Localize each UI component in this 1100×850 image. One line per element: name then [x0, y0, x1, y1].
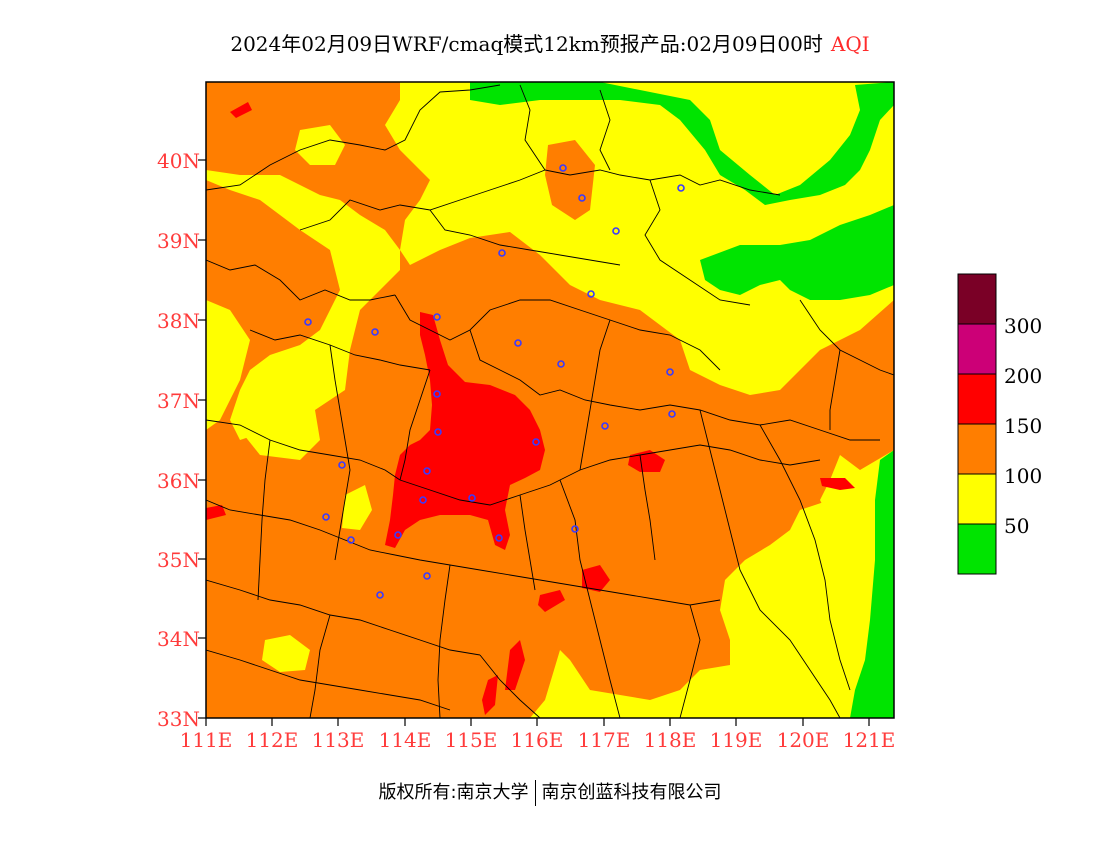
- city-marker: [468, 494, 476, 502]
- aqi-zone-50-100-southeast: [530, 450, 894, 718]
- lat-label-37n: 37N: [157, 389, 200, 413]
- aqi-legend-bar: [957, 273, 997, 575]
- legend-swatch-50-100: [957, 473, 997, 525]
- city-marker: [571, 525, 579, 533]
- city-marker: [423, 572, 431, 580]
- city-marker: [668, 410, 676, 418]
- aqi-zone-50-100-west-pocket: [240, 395, 320, 460]
- city-marker: [371, 328, 379, 336]
- legend-swatch-300plus: [957, 273, 997, 325]
- aqi-zone-50-100-south-pocket: [262, 635, 310, 672]
- aqi-zone-50-100-mid-pocket: [342, 485, 372, 530]
- lon-label-112e: 112E: [245, 728, 299, 752]
- city-marker: [419, 496, 427, 504]
- aqi-zone-0-50-northeast: [470, 82, 894, 205]
- map-variable-label: AQI: [830, 32, 870, 56]
- aqi-zone-150-200-patch-8: [230, 102, 252, 118]
- city-marker: [514, 339, 522, 347]
- city-marker: [433, 390, 441, 398]
- city-marker: [338, 461, 346, 469]
- lon-label-114e: 114E: [378, 728, 432, 752]
- aqi-zone-150-200-patch-3: [538, 590, 565, 612]
- map-title-text: 2024年02月09日WRF/cmaq模式12km预报产品:02月09日00时: [230, 32, 823, 56]
- city-marker: [532, 438, 540, 446]
- lon-label-111e: 111E: [179, 728, 233, 752]
- lon-label-117e: 117E: [577, 728, 631, 752]
- map-title: 2024年02月09日WRF/cmaq模式12km预报产品:02月09日00时 A…: [0, 28, 1100, 57]
- city-marker: [423, 467, 431, 475]
- lon-label-118e: 118E: [643, 728, 697, 752]
- aqi-zone-0-50-southeast: [850, 450, 894, 718]
- legend-swatch-200-300: [957, 323, 997, 375]
- aqi-zone-100-150-north-patch: [545, 140, 595, 220]
- lat-label-38n: 38N: [157, 309, 200, 333]
- aqi-zone-150-200-patch-6: [820, 478, 855, 490]
- city-marker: [495, 534, 503, 542]
- aqi-zone-50-100-north: [385, 82, 894, 395]
- legend-label-300: 300: [1004, 314, 1043, 338]
- city-marker: [322, 513, 330, 521]
- city-marker: [304, 318, 312, 326]
- city-marker: [376, 591, 384, 599]
- city-marker: [433, 313, 441, 321]
- city-marker: [578, 194, 586, 202]
- city-marker: [394, 531, 402, 539]
- city-markers: [304, 164, 685, 599]
- aqi-zone-50-100-west: [206, 170, 400, 440]
- city-marker: [677, 184, 685, 192]
- lat-label-39n: 39N: [157, 229, 200, 253]
- city-marker: [612, 227, 620, 235]
- aqi-zone-150-200-patch-2: [582, 565, 610, 592]
- copyright-left: 版权所有:南京大学: [378, 782, 529, 803]
- lat-label-34n: 34N: [157, 627, 200, 651]
- lon-label-120e: 120E: [776, 728, 830, 752]
- lat-label-36n: 36N: [157, 469, 200, 493]
- aqi-zone-150-200-patch-5: [482, 675, 498, 715]
- aqi-zone-150-200-patch-4: [505, 640, 525, 690]
- legend-swatch-100-150: [957, 423, 997, 475]
- city-marker: [557, 360, 565, 368]
- lat-label-33n: 33N: [157, 707, 200, 731]
- lon-label-113e: 113E: [311, 728, 365, 752]
- city-marker: [498, 249, 506, 257]
- aqi-zone-0-50-east: [700, 205, 894, 300]
- city-marker: [434, 428, 442, 436]
- aqi-zone-50-100-top-pocket: [295, 125, 345, 165]
- footer-separator: [534, 780, 536, 806]
- copyright-footer: 版权所有:南京大学 南京创蓝科技有限公司: [0, 778, 1100, 806]
- city-marker: [347, 536, 355, 544]
- lon-ticks: [205, 718, 870, 726]
- legend-swatch-150-200: [957, 373, 997, 425]
- lat-label-40n: 40N: [157, 149, 200, 173]
- aqi-zone-50-100-west-lower: [206, 300, 250, 430]
- aqi-zone-150-200-patch-7: [206, 505, 226, 520]
- legend-label-200: 200: [1004, 364, 1043, 388]
- city-marker: [587, 290, 595, 298]
- city-marker: [559, 164, 567, 172]
- lat-label-35n: 35N: [157, 548, 200, 572]
- city-marker: [601, 422, 609, 430]
- copyright-right: 南京创蓝科技有限公司: [541, 782, 722, 803]
- lon-label-119e: 119E: [709, 728, 763, 752]
- legend-label-50: 50: [1004, 514, 1030, 538]
- city-marker: [666, 368, 674, 376]
- boundary-lines: [206, 84, 894, 718]
- lon-label-116e: 116E: [510, 728, 564, 752]
- lat-ticks: [198, 159, 206, 719]
- legend-label-100: 100: [1004, 464, 1043, 488]
- legend-swatch-0-50: [957, 523, 997, 575]
- lon-label-121e: 121E: [842, 728, 896, 752]
- lon-label-115e: 115E: [444, 728, 498, 752]
- legend-label-150: 150: [1004, 414, 1043, 438]
- aqi-zone-150-200-core: [385, 312, 545, 550]
